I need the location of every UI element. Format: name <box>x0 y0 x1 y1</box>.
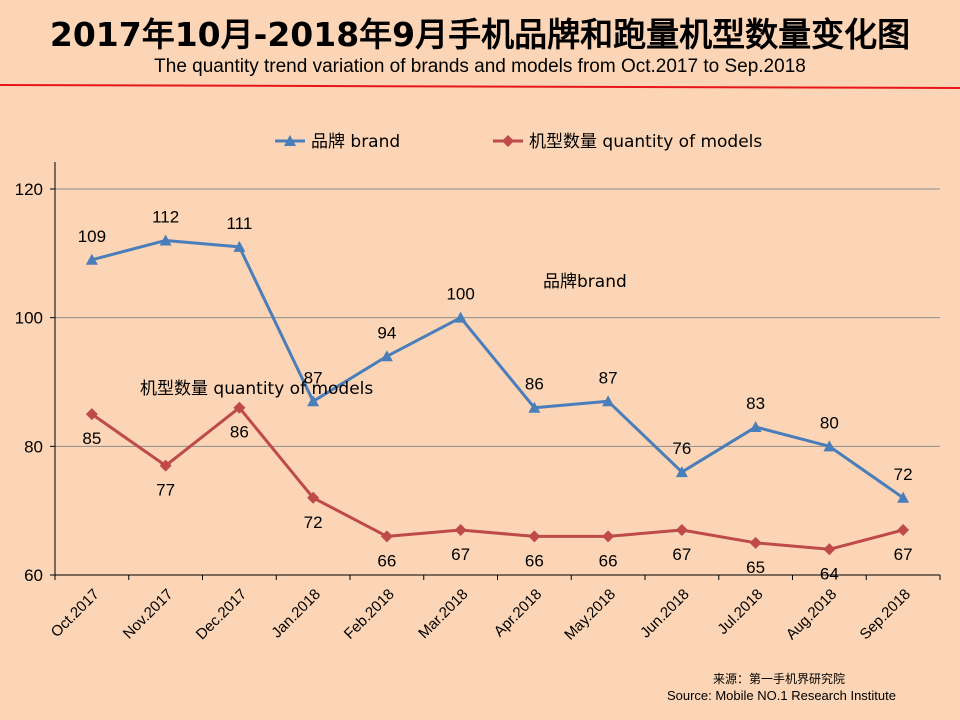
chart-title: 2017年10月-2018年9月手机品牌和跑量机型数量变化图 <box>49 15 911 54</box>
data-point-brand <box>85 253 98 265</box>
data-point-brand <box>380 350 393 362</box>
x-tick-label: Mar.2018 <box>415 586 471 642</box>
data-point-models <box>602 530 615 543</box>
data-label-brand: 100 <box>446 285 474 304</box>
data-label-models: 67 <box>451 545 470 564</box>
annotation-brand: 品牌brand <box>543 272 627 292</box>
title-divider <box>0 84 960 89</box>
x-tick-label: Dec.2017 <box>193 586 250 643</box>
x-tick-label: Jun.2018 <box>637 586 693 642</box>
data-point-models <box>675 523 688 536</box>
y-tick-label: 60 <box>24 566 43 585</box>
data-point-models <box>380 530 393 543</box>
source-en: Source: Mobile NO.1 Research Institute <box>666 688 896 703</box>
y-tick-label: 120 <box>15 180 43 199</box>
legend-marker-models <box>502 135 514 147</box>
y-tick-label: 100 <box>15 309 43 328</box>
data-point-brand <box>528 401 541 413</box>
series-line-brand <box>91 238 904 500</box>
series-line-models <box>91 406 904 551</box>
data-label-models: 67 <box>672 545 691 564</box>
x-tick-label: Jul.2018 <box>714 586 766 638</box>
data-label-models: 66 <box>525 551 544 570</box>
data-label-brand: 87 <box>304 368 323 387</box>
data-point-brand <box>602 395 615 407</box>
data-point-models <box>528 530 541 543</box>
legend-label-models: 机型数量 quantity of models <box>529 132 762 152</box>
data-label-models: 66 <box>377 551 396 570</box>
data-label-brand: 86 <box>525 375 544 394</box>
data-label-models: 86 <box>230 423 249 442</box>
data-point-brand <box>307 395 320 407</box>
annotation-models: 机型数量 quantity of models <box>140 379 373 399</box>
data-point-models <box>823 543 836 556</box>
data-point-models <box>454 523 467 536</box>
data-label-brand: 87 <box>599 368 618 387</box>
x-tick-label: Oct.2017 <box>48 586 103 641</box>
x-tick-label: Jan.2018 <box>268 586 324 642</box>
chart-subtitle: The quantity trend variation of brands a… <box>154 56 806 77</box>
data-label-brand: 111 <box>226 214 252 233</box>
x-tick-label: Apr.2018 <box>491 586 545 640</box>
data-point-models <box>159 459 172 472</box>
data-point-models <box>233 401 246 414</box>
x-tick-label: Feb.2018 <box>341 586 398 643</box>
data-label-models: 65 <box>746 558 765 577</box>
data-point-brand <box>454 311 467 323</box>
x-tick-label: Sep.2018 <box>857 586 914 643</box>
data-label-models: 77 <box>156 481 175 500</box>
data-label-models: 66 <box>599 551 618 570</box>
data-point-brand <box>233 240 246 252</box>
data-point-models <box>307 491 320 504</box>
data-point-brand <box>675 466 688 478</box>
data-label-models: 64 <box>820 564 839 583</box>
source-cn: 来源：第一手机界研究院 <box>712 672 845 686</box>
legend-label-brand: 品牌 brand <box>311 132 400 152</box>
data-point-brand <box>897 491 910 503</box>
data-label-models: 72 <box>304 513 323 532</box>
data-label-brand: 76 <box>672 439 691 458</box>
x-tick-label: May.2018 <box>561 586 619 644</box>
x-tick-label: Nov.2017 <box>120 586 177 643</box>
data-point-brand <box>823 440 836 452</box>
x-tick-label: Aug.2018 <box>783 586 840 643</box>
y-tick-label: 80 <box>24 437 43 456</box>
data-point-models <box>85 408 98 421</box>
data-label-brand: 83 <box>746 394 765 413</box>
data-label-models: 67 <box>894 545 913 564</box>
data-point-models <box>749 536 762 549</box>
data-point-brand <box>159 234 172 246</box>
data-point-models <box>897 523 910 536</box>
legend-marker-brand <box>284 135 296 146</box>
data-label-brand: 112 <box>152 207 179 226</box>
data-label-models: 85 <box>82 429 101 448</box>
data-label-brand: 80 <box>820 413 839 432</box>
data-label-brand: 72 <box>894 465 913 484</box>
data-label-brand: 94 <box>377 323 396 342</box>
data-label-brand: 109 <box>78 227 106 246</box>
data-point-brand <box>749 421 762 433</box>
